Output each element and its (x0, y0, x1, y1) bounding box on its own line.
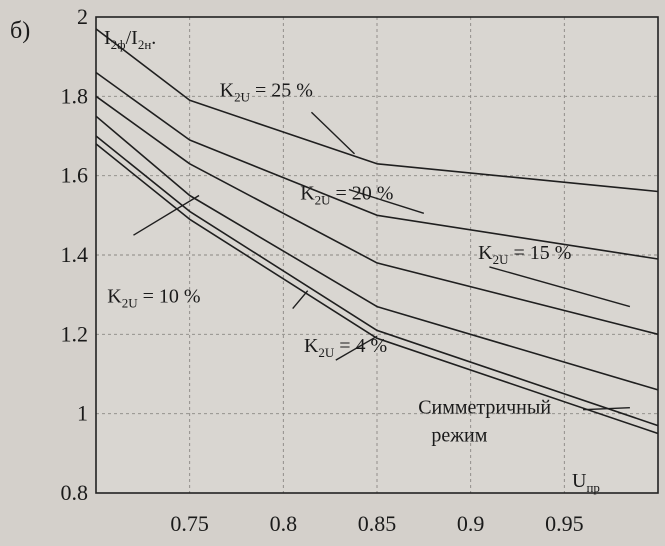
annotation-value: = 4 % (334, 335, 387, 357)
series-line-sym (95, 143, 659, 435)
y-axis-label-sub2: 2н (138, 37, 152, 52)
y-axis-label-sep: /I (126, 27, 138, 49)
annotation-leader (489, 266, 631, 308)
annotation-sym1: Симметричный (418, 397, 551, 419)
x-tick-label: 0.95 (545, 511, 584, 536)
series-line-k10 (95, 115, 659, 391)
x-tick-label: 0.75 (170, 511, 209, 536)
annotation-sub: 2U (318, 345, 335, 360)
x-axis-label-main: U (572, 470, 587, 492)
x-tick-label: 0.8 (270, 511, 298, 536)
annotation-main: режим (431, 424, 487, 446)
annotation-leader (292, 290, 309, 310)
annotation-k10: K2U = 10 % (107, 286, 200, 311)
annotation-value: = 20 % (331, 182, 394, 204)
x-axis-label: Uпр (572, 470, 600, 495)
annotation-k20: K2U = 20 % (300, 182, 393, 207)
y-tick-label: 1.2 (61, 321, 89, 346)
annotation-main: Симметричный (418, 397, 551, 419)
annotation-sub: 2U (234, 89, 251, 104)
y-axis-label: I2ф/I2н. (104, 27, 156, 52)
annotation-value: = 10 % (138, 286, 201, 308)
annotation-value: = 15 % (509, 242, 572, 264)
panel-label: б) (10, 18, 30, 44)
series-line-k20 (95, 71, 659, 260)
annotation-k4: K2U = 4 % (304, 335, 387, 360)
annotations: K2U = 25 %K2U = 20 %K2U = 15 %K2U = 10 %… (107, 79, 571, 446)
y-tick-label: 0.8 (61, 480, 89, 505)
annotation-value: = 25 % (250, 79, 313, 101)
annotation-main: K (300, 182, 315, 204)
y-axis-label-tail: . (151, 27, 156, 49)
y-tick-label: 1.8 (61, 83, 89, 108)
y-tick-label: 1 (77, 401, 88, 426)
series-line-k4 (95, 135, 659, 427)
annotation-sub: 2U (122, 296, 138, 311)
y-axis-label-main: I (104, 27, 111, 49)
annotation-leader (310, 111, 356, 155)
x-axis-label-sub: пр (586, 480, 599, 495)
x-tick-label: 0.85 (358, 511, 397, 536)
annotation-leader (348, 188, 425, 215)
tick-labels: 0.75 0.8 0.85 0.9 0.95 0.8 1 1.2 1.4 1.6 1.8 2 (61, 4, 584, 536)
annotation-sub: 2U (493, 252, 510, 267)
series-line-k15 (95, 95, 659, 336)
annotation-leaders (133, 111, 631, 411)
plot-frame (95, 16, 659, 494)
y-tick-label: 2 (77, 4, 88, 29)
x-tick-label: 0.9 (457, 511, 485, 536)
annotation-sub: 2U (315, 192, 332, 207)
annotation-main: K (478, 242, 493, 264)
y-tick-label: 1.4 (61, 242, 89, 267)
series-group (95, 28, 659, 435)
annotation-sym2: режим (431, 424, 487, 446)
annotation-main: K (220, 79, 235, 101)
y-tick-label: 1.6 (61, 163, 89, 188)
annotation-leader (583, 407, 630, 411)
annotation-leader (133, 194, 200, 236)
annotation-leader (335, 335, 378, 361)
grid (96, 17, 658, 493)
y-axis-label-sub1: 2ф (111, 37, 126, 52)
annotation-main: K (107, 286, 122, 308)
annotation-main: K (304, 335, 319, 357)
annotation-k25: K2U = 25 % (220, 79, 313, 104)
annotation-k15: K2U = 15 % (478, 242, 571, 267)
series-line-k25 (95, 28, 659, 193)
